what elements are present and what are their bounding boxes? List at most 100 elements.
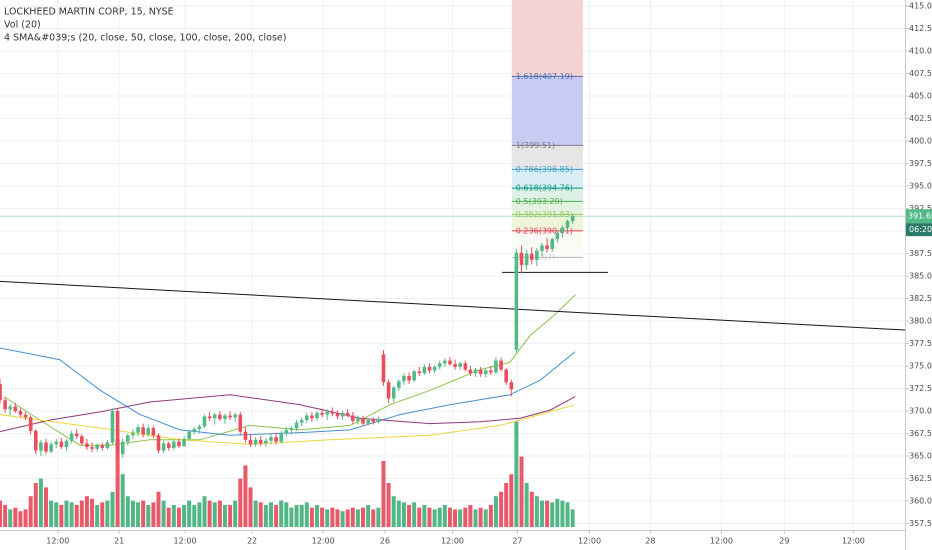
candle-body xyxy=(514,252,519,350)
candle-body xyxy=(13,406,18,412)
candle-body xyxy=(350,415,355,421)
candle-body xyxy=(340,412,345,417)
volume-bar xyxy=(54,502,59,527)
candle-body xyxy=(69,433,74,441)
fib-zone xyxy=(511,169,583,189)
volume-bar xyxy=(427,507,432,527)
volume-bar xyxy=(263,505,268,527)
volume-bar xyxy=(274,505,279,527)
candle-body xyxy=(417,371,422,374)
fib-zone xyxy=(511,76,583,146)
volume-bar xyxy=(509,474,514,527)
x-tick-label: 12:00 xyxy=(710,537,733,546)
candle-body xyxy=(320,412,324,415)
volume-bar xyxy=(243,465,248,527)
volume-bar xyxy=(74,505,79,527)
y-tick-label: 397.50 xyxy=(909,159,932,168)
volume-bar xyxy=(253,500,258,527)
candle-body xyxy=(151,428,156,436)
candle-body xyxy=(325,411,330,415)
volume-bar xyxy=(488,505,493,527)
volume-bar xyxy=(115,439,120,527)
moving-average xyxy=(0,347,576,436)
candle-body xyxy=(187,431,191,439)
moving-average xyxy=(0,404,576,445)
volume-bar xyxy=(514,421,519,527)
candle-body xyxy=(407,375,411,381)
candle-body xyxy=(550,239,555,250)
volume-bar xyxy=(141,500,146,527)
candle-body xyxy=(49,444,53,452)
volume-bar xyxy=(340,511,345,527)
candle-body xyxy=(345,412,350,416)
candle-body xyxy=(279,433,284,442)
volume-bar xyxy=(524,483,529,527)
volume-bar xyxy=(294,505,299,527)
moving-averages xyxy=(0,294,576,446)
volume-bar xyxy=(396,500,401,527)
candle-body xyxy=(391,387,396,399)
trend-line xyxy=(0,280,906,331)
x-tick-label: 22 xyxy=(247,537,257,546)
candle-body xyxy=(432,366,437,371)
candle-body xyxy=(120,441,125,455)
volume-bar xyxy=(539,500,544,527)
y-tick-label: 415.00 xyxy=(909,2,932,11)
candle-body xyxy=(524,253,529,266)
candle-body xyxy=(560,227,565,233)
volume-bar xyxy=(44,487,49,527)
volume-bar xyxy=(299,505,304,527)
candle-body xyxy=(289,428,294,430)
volume-bar xyxy=(381,461,386,527)
volume-label: Vol (20) xyxy=(4,20,41,31)
fib-retracement: 0(387.07)0.236(390.01)0.382(391.83)0.5(3… xyxy=(511,0,583,262)
volume-bar xyxy=(38,478,43,527)
candle-body xyxy=(386,382,391,399)
volume-bar xyxy=(279,500,284,527)
candle-body xyxy=(519,252,524,266)
y-tick-label: 360.00 xyxy=(909,497,932,506)
candle-body xyxy=(361,418,365,424)
candle-body xyxy=(366,420,370,424)
x-tick-label: 12:00 xyxy=(578,537,601,546)
y-tick-label: 367.50 xyxy=(909,429,932,438)
volume-bar xyxy=(468,505,473,527)
candle-body xyxy=(202,416,207,427)
candle-body xyxy=(335,413,340,417)
candle-body xyxy=(3,400,7,410)
volume-bar xyxy=(437,507,442,527)
candle-body xyxy=(197,426,202,430)
volume-bar xyxy=(69,502,74,527)
y-tick-label: 372.50 xyxy=(909,384,932,393)
candle-body xyxy=(499,360,503,370)
volume-bar xyxy=(130,500,135,527)
candle-body xyxy=(141,427,145,435)
candle-body xyxy=(172,441,176,448)
volume-bar xyxy=(560,500,565,527)
volume-bar xyxy=(499,491,504,527)
candle-body xyxy=(8,406,13,410)
candle-body xyxy=(463,363,468,370)
volume-bar xyxy=(361,507,366,527)
volume-bar xyxy=(350,507,355,527)
volume-bar xyxy=(442,505,447,527)
fib-label: 0.382(391.83) xyxy=(516,210,573,219)
volume-bar xyxy=(13,507,18,527)
volume-bar xyxy=(228,505,233,527)
fib-zone xyxy=(511,201,583,215)
candle-body xyxy=(64,440,69,448)
volume-bar xyxy=(284,502,289,527)
fib-zone xyxy=(511,214,583,231)
volume-bar xyxy=(222,505,227,527)
candle-body xyxy=(110,411,115,443)
y-tick-label: 387.50 xyxy=(909,249,932,258)
candle-body xyxy=(105,442,110,448)
candle-body xyxy=(223,415,227,420)
fib-zone xyxy=(511,0,583,77)
volume-bar xyxy=(345,509,350,527)
candle-body xyxy=(494,360,498,373)
volume-bar xyxy=(233,500,238,527)
fib-zone xyxy=(511,145,583,170)
